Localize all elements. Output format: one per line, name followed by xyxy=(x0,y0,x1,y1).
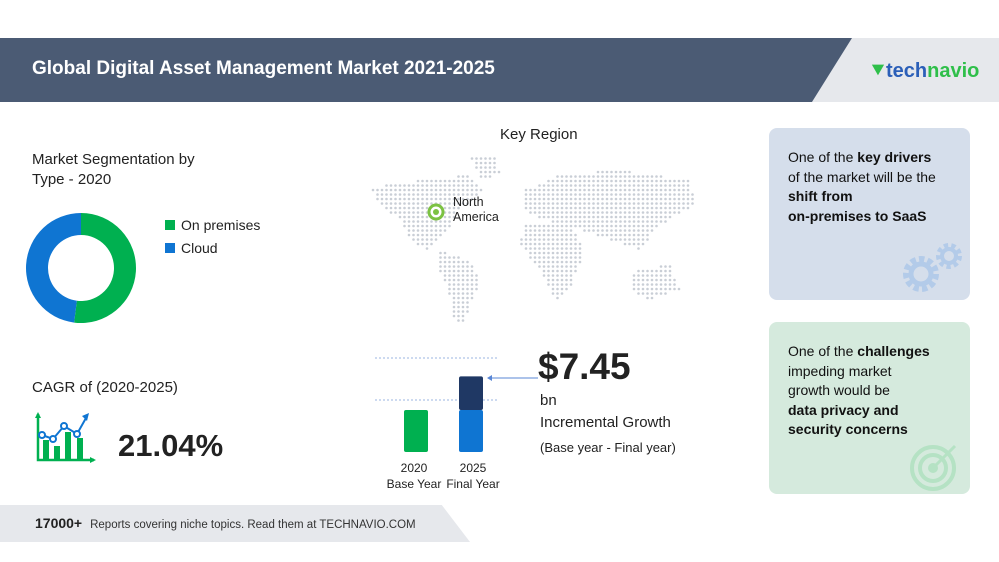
region-label: North America xyxy=(453,195,499,225)
technavio-logo[interactable]: ⯆technavio xyxy=(870,60,979,83)
bar-axis-labels: 2020 Base Year 2025 Final Year xyxy=(386,460,536,492)
segmentation-title-line2: Type - 2020 xyxy=(32,171,112,188)
world-map xyxy=(371,157,694,322)
segmentation-title: Market Segmentation by Type - 2020 xyxy=(32,150,195,190)
legend-label: On premises xyxy=(181,216,261,233)
logo-text-navio: navio xyxy=(927,60,980,82)
cagr-value: 21.04% xyxy=(118,428,224,463)
challenge-card: One of the challenges impeding market gr… xyxy=(769,322,970,494)
region-label-line2: America xyxy=(453,210,499,224)
legend-swatch xyxy=(165,242,175,253)
growth-label: Incremental Growth xyxy=(540,414,671,431)
report-count: 17000+ xyxy=(35,515,83,531)
card-highlight: key drivers xyxy=(857,149,932,165)
donut-chart xyxy=(25,213,136,323)
card-text: of the market will be the xyxy=(788,168,936,185)
bar-label-2020: 2020 Base Year xyxy=(386,460,442,492)
growth-sublabel: (Base year - Final year) xyxy=(540,440,676,455)
card-highlight: security concerns xyxy=(788,421,908,437)
map-dots xyxy=(371,157,694,322)
donut-slice-cloud xyxy=(25,213,81,323)
tick-sublabel: Base Year xyxy=(386,477,442,491)
card-text: One of the xyxy=(788,343,858,359)
header-title-band xyxy=(0,38,852,102)
gears-icon xyxy=(903,243,962,292)
donut-slice-on-premises xyxy=(74,213,136,323)
card-text: growth would be xyxy=(788,382,890,398)
card-highlight: data privacy and xyxy=(788,401,899,418)
bar-2020-segment-0 xyxy=(404,410,428,452)
cagr-label: CAGR of (2020-2025) xyxy=(32,379,178,396)
card-text: impeding market xyxy=(788,362,892,379)
logo-arrow-icon: ⯆ xyxy=(870,60,886,82)
footer-text[interactable]: Reports covering niche topics. Read them… xyxy=(90,519,416,531)
growth-chart-icon xyxy=(35,412,96,463)
legend-swatch xyxy=(165,219,175,230)
key-region-title: Key Region xyxy=(500,126,578,143)
page-title: Global Digital Asset Management Market 2… xyxy=(32,58,495,79)
region-label-line1: North xyxy=(453,195,484,209)
legend-item-cloud: Cloud xyxy=(165,236,260,259)
tick-label: 2020 xyxy=(400,461,428,475)
growth-bar-chart xyxy=(375,357,538,452)
tick-sublabel: Final Year xyxy=(446,477,500,491)
arrow-head-icon xyxy=(487,375,492,381)
legend-item-on-premises: On premises xyxy=(165,213,260,236)
footer-bar xyxy=(0,505,470,542)
growth-unit: bn xyxy=(540,392,557,409)
bar-label-2025: 2025 Final Year xyxy=(440,460,506,492)
footer-promo[interactable]: 17000+ Reports covering niche topics. Re… xyxy=(35,515,416,531)
incremental-growth-value: $7.45 xyxy=(538,346,631,387)
target-icon xyxy=(910,444,957,491)
card-highlight: challenges xyxy=(857,343,930,359)
key-driver-card: One of the key drivers of the market wil… xyxy=(769,128,970,300)
donut-legend: On premises Cloud xyxy=(165,213,260,259)
tick-label: 2025 xyxy=(459,461,487,475)
card-highlight: shift from xyxy=(788,188,853,204)
region-marker-icon xyxy=(427,203,445,221)
segmentation-title-line1: Market Segmentation by xyxy=(32,151,195,168)
logo-text-tech: tech xyxy=(886,60,928,82)
bar-2025-segment-1 xyxy=(459,376,483,410)
legend-label: Cloud xyxy=(181,239,218,256)
card-text: One of the xyxy=(788,149,858,165)
card-highlight: on-premises to SaaS xyxy=(788,207,927,224)
bar-2025-segment-0 xyxy=(459,410,483,452)
